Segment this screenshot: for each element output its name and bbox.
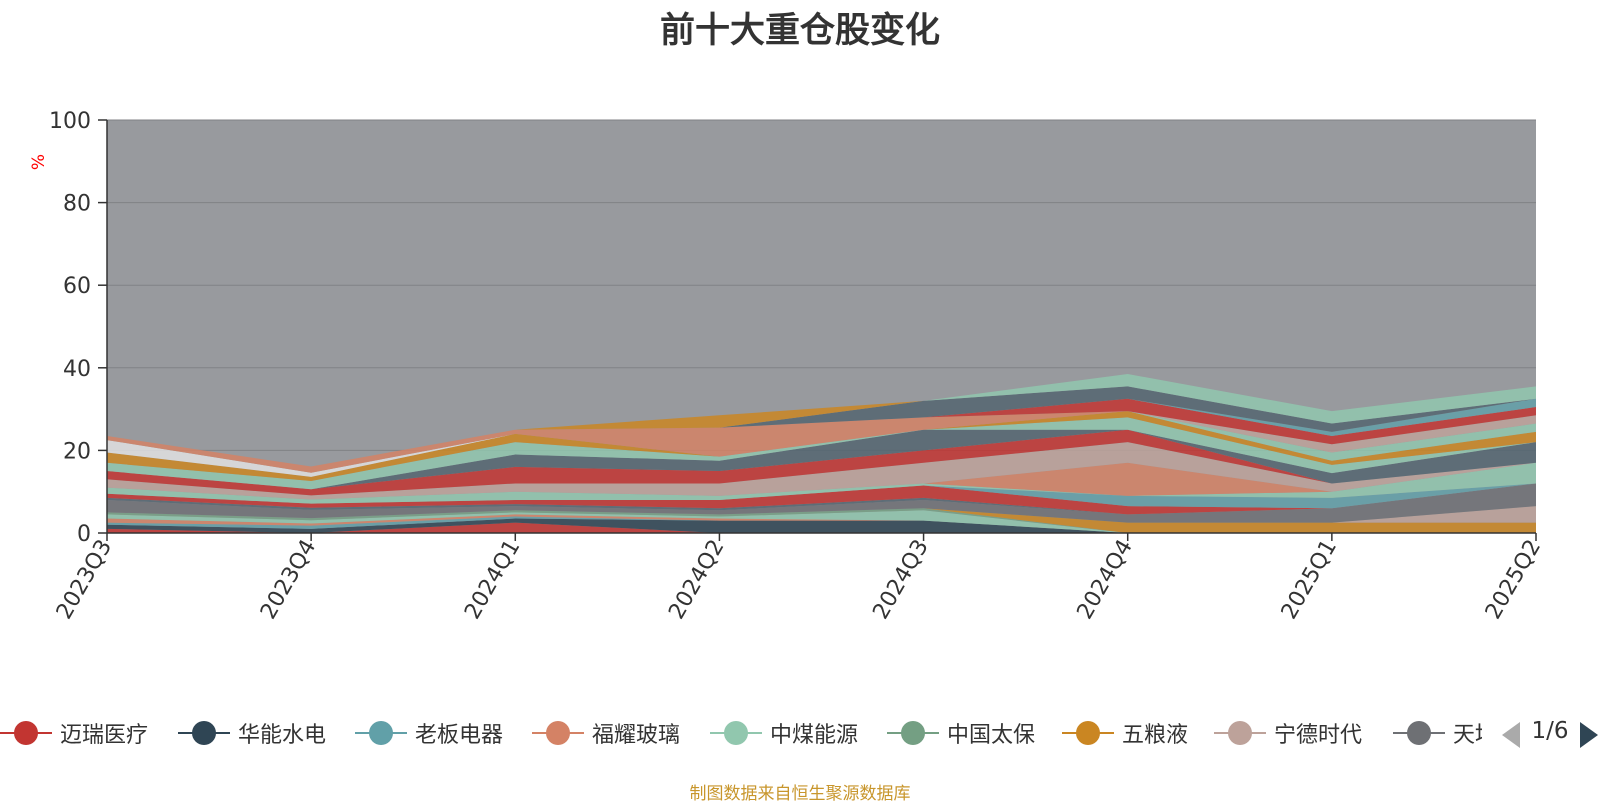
- area-series: [107, 442, 1536, 500]
- legend-swatch-icon: [1393, 721, 1445, 745]
- legend-item[interactable]: 宁德时代: [1214, 713, 1362, 753]
- legend-page-prev-icon[interactable]: [1500, 720, 1522, 750]
- x-tick-label: 2025Q1: [1277, 536, 1342, 624]
- x-tick-label: 2024Q1: [460, 536, 525, 624]
- x-tick-label: 2024Q2: [664, 536, 729, 624]
- stacked-areas: [107, 373, 1536, 533]
- legend-swatch-icon: [887, 721, 939, 745]
- legend: 迈瑞医疗 华能水电 老板电器 福耀玻璃 中煤能源 中国太保 五粮液 宁德时代 天坛生物: [0, 713, 1482, 753]
- area-series: [107, 417, 1536, 490]
- y-tick-label: 0: [77, 522, 91, 547]
- legend-item[interactable]: 中煤能源: [710, 713, 858, 753]
- x-tick-label: 2024Q3: [868, 536, 933, 624]
- area-series: [107, 398, 1536, 467]
- legend-page-indicator: 1/6: [1531, 718, 1569, 744]
- area-series: [107, 483, 1536, 509]
- area-series: [107, 522, 1536, 533]
- area-series: [107, 462, 1536, 504]
- legend-swatch-icon: [178, 721, 230, 745]
- chart-title: 前十大重仓股变化: [659, 11, 940, 51]
- x-tick-label: 2024Q4: [1073, 536, 1138, 624]
- legend-label: 迈瑞医疗: [60, 723, 149, 748]
- area-series: [107, 411, 1536, 481]
- area-series: [107, 483, 1536, 515]
- legend-item[interactable]: 中国太保: [887, 713, 1035, 753]
- y-axis-label: %: [29, 154, 49, 170]
- area-series: [107, 510, 1536, 533]
- x-tick-label: 2023Q3: [52, 536, 117, 624]
- legend-swatch-icon: [1214, 721, 1266, 745]
- chart-area: 0 20 40 60 80 100 2023Q3 2023Q4 2024Q1 2024Q2 2024…: [29, 109, 1546, 624]
- legend-label: 中煤能源: [770, 723, 859, 748]
- legend-page-next-icon[interactable]: [1578, 720, 1600, 750]
- y-tick-label: 40: [63, 357, 91, 382]
- legend-swatch-icon: [355, 721, 407, 745]
- x-tick-label: 2025Q2: [1481, 536, 1546, 624]
- legend-item[interactable]: 福耀玻璃: [532, 713, 680, 753]
- legend-item[interactable]: 迈瑞医疗: [0, 713, 148, 753]
- legend-swatch-icon: [710, 721, 762, 745]
- legend-swatch-icon: [1062, 721, 1114, 745]
- area-series: [107, 516, 1536, 533]
- area-series: [107, 506, 1536, 523]
- legend-item[interactable]: 五粮液: [1062, 713, 1188, 753]
- source-note: 制图数据来自恒生聚源数据库: [689, 784, 911, 804]
- y-tick-label: 100: [49, 109, 91, 134]
- area-series: [107, 518, 1536, 533]
- area-series: [107, 386, 1536, 467]
- legend-label: 天坛生物: [1453, 723, 1482, 748]
- area-series: [107, 411, 1536, 467]
- legend-label: 华能水电: [238, 723, 327, 748]
- y-tick-label: 60: [63, 274, 91, 299]
- legend-item[interactable]: 老板电器: [355, 713, 503, 753]
- area-series: [107, 508, 1536, 533]
- legend-swatch-icon: [0, 721, 52, 745]
- area-series: [107, 483, 1536, 515]
- legend-label: 中国太保: [947, 723, 1036, 748]
- legend-item[interactable]: 天坛生物: [1393, 713, 1482, 753]
- area-series: [107, 462, 1536, 500]
- area-series: [107, 411, 1536, 473]
- area-series: [107, 429, 1536, 496]
- y-tick-label: 20: [63, 439, 91, 464]
- legend-label: 五粮液: [1122, 723, 1189, 748]
- legend-label: 老板电器: [415, 723, 504, 748]
- area-series: [107, 508, 1536, 533]
- legend-item[interactable]: 华能水电: [178, 713, 326, 753]
- legend-swatch-icon: [532, 721, 584, 745]
- area-series: [107, 429, 1536, 490]
- x-tick-label: 2023Q4: [256, 536, 321, 624]
- y-tick-label: 80: [63, 192, 91, 217]
- legend-label: 福耀玻璃: [592, 723, 681, 748]
- legend-label: 宁德时代: [1274, 723, 1363, 748]
